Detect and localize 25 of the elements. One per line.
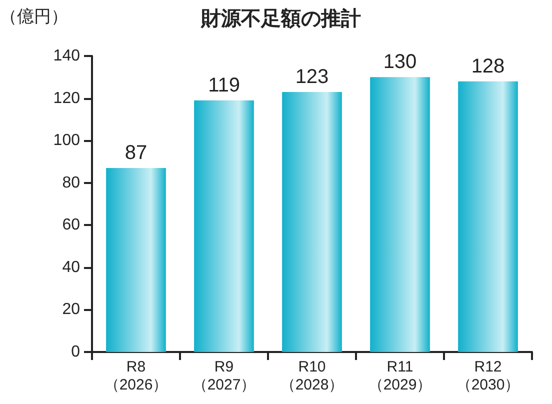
data-label: 128 <box>471 55 505 78</box>
x-tick-label: R8 （2026） <box>104 358 168 394</box>
bar <box>194 100 254 352</box>
data-label: 123 <box>295 66 329 88</box>
data-label: 130 <box>383 51 417 74</box>
y-tick-label: 0 <box>71 344 80 360</box>
bar <box>106 168 166 352</box>
y-axis-title: （億円） <box>0 7 68 26</box>
y-tick-label: 120 <box>53 90 80 107</box>
y-tick-label: 60 <box>62 216 80 234</box>
bar <box>458 81 518 352</box>
y-tick-label: 80 <box>62 174 80 192</box>
y-tick-label: 140 <box>53 48 80 64</box>
data-label: 119 <box>208 74 240 96</box>
y-tick-label: 40 <box>62 258 80 276</box>
chart-title: 財源不足額の推計 <box>200 7 361 30</box>
y-tick-label: 100 <box>53 132 80 150</box>
data-label: 87 <box>124 142 148 164</box>
x-tick-label: R10 （2028） <box>280 358 344 394</box>
bar <box>282 92 342 352</box>
x-tick-label: R9 （2027） <box>192 358 256 394</box>
x-tick-label: R12 （2030） <box>456 358 520 394</box>
bar <box>370 77 430 352</box>
y-tick-label: 20 <box>62 301 80 318</box>
x-tick-label: R11 （2029） <box>368 358 432 394</box>
